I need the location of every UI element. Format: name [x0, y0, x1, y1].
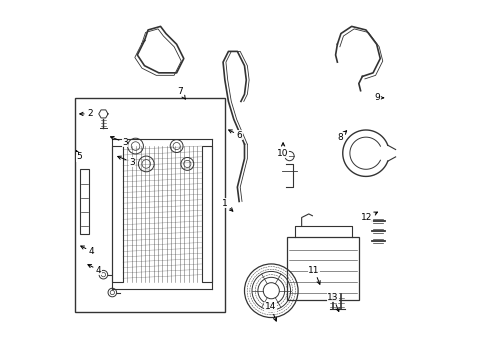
Bar — [287, 237, 358, 300]
Text: 8: 8 — [337, 131, 346, 141]
Text: 3: 3 — [110, 136, 127, 147]
Text: 13: 13 — [326, 293, 338, 311]
Text: 9: 9 — [374, 93, 383, 102]
Bar — [75, 98, 224, 312]
Text: 11: 11 — [308, 266, 320, 284]
Text: 2: 2 — [80, 109, 93, 118]
Text: 7: 7 — [177, 87, 185, 99]
Text: 12: 12 — [360, 212, 377, 222]
Text: 6: 6 — [228, 130, 242, 140]
Text: 1: 1 — [222, 199, 232, 211]
Text: 4: 4 — [81, 246, 94, 256]
Text: 10: 10 — [277, 143, 288, 158]
Bar — [112, 146, 123, 282]
Bar — [201, 146, 212, 282]
Text: 14: 14 — [264, 302, 276, 321]
Text: 5: 5 — [76, 150, 82, 161]
Text: 3: 3 — [118, 156, 135, 167]
Text: 4: 4 — [88, 265, 102, 275]
Bar — [80, 169, 89, 234]
